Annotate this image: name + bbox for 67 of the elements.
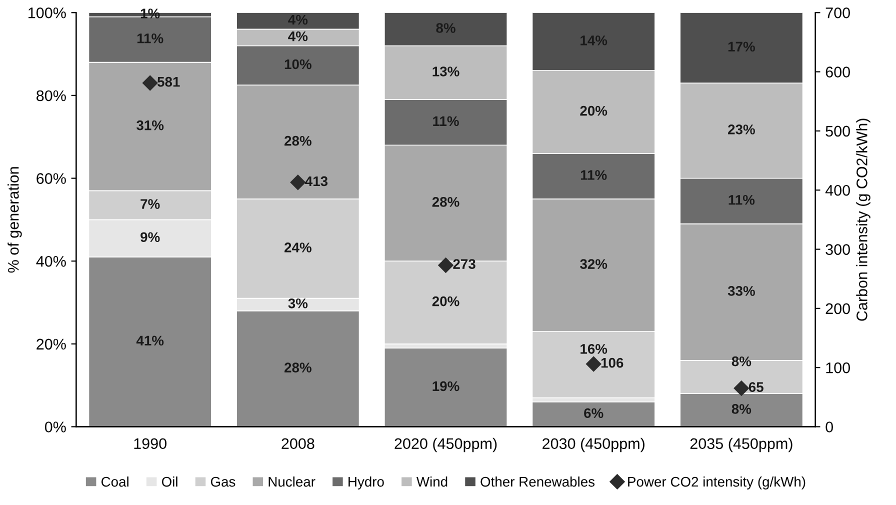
y2-tick-label: 600	[826, 66, 850, 78]
x-tick-label: 1990	[134, 438, 166, 450]
data-label: 24%	[284, 242, 312, 252]
y2-tick-label: 200	[826, 303, 850, 314]
y-tick-label: 60%	[36, 173, 66, 184]
legend-label: Coal	[101, 476, 128, 487]
x-tick-label: 2030 (450ppm)	[542, 438, 644, 452]
y-tick-label: 100%	[28, 7, 66, 18]
y2-tick-label: 700	[826, 7, 850, 18]
y2-tick-label: 0	[826, 422, 833, 432]
y2-axis-title: Carbon intensity (g CO2/kWh)	[856, 118, 870, 321]
data-label: 106	[601, 358, 624, 368]
data-label: 11%	[433, 116, 459, 126]
legend-label: Nuclear	[268, 476, 316, 487]
data-label: 23%	[728, 124, 755, 134]
legend-label: Other Renewables	[480, 476, 595, 487]
legend-label: Gas	[210, 476, 236, 487]
data-label: 13%	[432, 66, 460, 76]
data-label: 19%	[432, 381, 460, 392]
legend-label: Power CO2 intensity (g/kWh)	[628, 476, 806, 490]
x-tick-label: 2008	[282, 438, 314, 450]
data-label: 6%	[584, 408, 604, 418]
y2-tick-label: 400	[825, 184, 850, 196]
data-label: 4%	[288, 31, 308, 42]
data-label: 16%	[580, 344, 608, 354]
y2-tick-label: 300	[826, 244, 850, 255]
data-label: 20%	[432, 296, 460, 306]
legend-label: Wind	[416, 476, 448, 487]
data-label: 10%	[284, 59, 312, 70]
data-label: 31%	[136, 120, 164, 130]
legend-label: Oil	[162, 476, 178, 487]
data-label: 9%	[140, 232, 160, 242]
point	[586, 356, 602, 372]
data-label: 20%	[580, 106, 608, 116]
y-tick-label: 20%	[36, 338, 66, 350]
data-label: 273	[453, 259, 476, 269]
bar	[384, 348, 508, 427]
y-tick-label: 0%	[44, 422, 66, 432]
bar	[532, 401, 656, 427]
x-tick-label: 2035 (450ppm)	[690, 438, 792, 452]
point	[438, 258, 454, 273]
point	[734, 380, 750, 396]
legend-label: Hydro	[348, 476, 384, 490]
data-label: 8%	[732, 404, 752, 414]
data-label: 7%	[140, 199, 160, 209]
data-label: 65	[748, 382, 764, 392]
point	[290, 174, 306, 190]
y2-tick-label: 100	[826, 362, 850, 374]
data-label: 33%	[728, 286, 755, 296]
data-label: 581	[157, 76, 180, 87]
data-label: 28%	[284, 362, 312, 372]
y-axis-title: % of generation	[8, 167, 22, 273]
data-label: 28%	[432, 197, 460, 207]
y-tick-label: 80%	[36, 90, 66, 102]
data-label: 11%	[580, 170, 607, 180]
data-label: 28%	[284, 136, 312, 146]
data-label: 41%	[136, 336, 164, 346]
data-label: 8%	[732, 356, 752, 366]
data-label: 3%	[288, 298, 308, 308]
y2-tick-label: 500	[826, 126, 850, 137]
point	[142, 75, 158, 91]
data-label: 413	[305, 176, 328, 186]
x-tick-label: 2020 (450ppm)	[394, 438, 497, 452]
data-label: 11%	[728, 194, 755, 205]
data-label: 32%	[580, 259, 608, 269]
y-tick-label: 40%	[36, 256, 66, 267]
data-label: 11%	[137, 33, 164, 44]
